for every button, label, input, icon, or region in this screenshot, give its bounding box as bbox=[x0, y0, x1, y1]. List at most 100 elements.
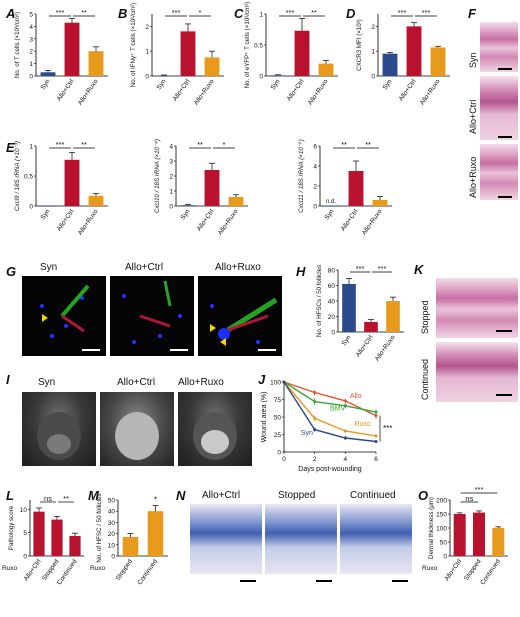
sig-B-1: * bbox=[199, 8, 202, 17]
x-tick-label-D-1: Allo+Ctrl bbox=[398, 78, 418, 103]
y-tick-label-M-1: 10 bbox=[108, 542, 116, 549]
panel-letter-F: F bbox=[468, 6, 476, 21]
y-tick-label-E2-0: 0 bbox=[169, 204, 173, 211]
label-N-stopped: Stopped bbox=[278, 490, 316, 501]
x-tick-label-E3-1: Allo+Ctrl bbox=[340, 208, 360, 233]
y-tick-label-E3-3: 6 bbox=[313, 144, 317, 151]
panel-letter-M: M bbox=[88, 488, 99, 503]
point-J-3-1 bbox=[313, 428, 317, 432]
y-tick-label-A-1: 1 bbox=[29, 61, 33, 68]
bar-H-1 bbox=[364, 321, 378, 332]
series-label-J-3: Syn bbox=[301, 430, 313, 437]
x-tick-label-A-0: Syn bbox=[39, 78, 51, 92]
x-tick-label-H-1: Allo+Ctrl bbox=[355, 334, 375, 359]
sig-B-0: *** bbox=[172, 8, 181, 17]
x-tick-label-O-0: Allo+Ctrl bbox=[443, 558, 463, 583]
bar-E2-0 bbox=[180, 205, 196, 206]
bar-D-1 bbox=[406, 26, 422, 76]
y-tick-label-J-1: 25 bbox=[274, 432, 282, 439]
scale-bar-N3 bbox=[392, 580, 408, 582]
y-tick-label-M-4: 40 bbox=[108, 509, 116, 516]
label-I-allo-ruxo: Allo+Ruxo bbox=[178, 377, 224, 388]
sig-E1-1: ** bbox=[81, 140, 87, 149]
y-tick-label-L-2: 10 bbox=[20, 507, 28, 514]
sig-L-1: ** bbox=[63, 494, 69, 503]
label-I-allo-ctrl: Allo+Ctrl bbox=[117, 377, 156, 388]
point-J-1-1 bbox=[313, 400, 317, 404]
bar-B-0 bbox=[156, 75, 172, 77]
micrograph-N-continued bbox=[340, 504, 412, 574]
bar-O-0 bbox=[453, 514, 466, 556]
x-tick-label-J-2: 4 bbox=[344, 456, 348, 463]
panel-letter-C: C bbox=[234, 6, 244, 21]
panel-letter-D: D bbox=[346, 6, 356, 21]
series-line-J-3 bbox=[283, 381, 377, 443]
point-J-1-3 bbox=[374, 410, 378, 414]
x-tick-label-M-1: Continued bbox=[136, 558, 159, 587]
y-tick-label-E2-1: 1 bbox=[169, 189, 173, 196]
y-tick-label-J-0: 0 bbox=[277, 450, 281, 457]
y-tick-label-O-1: 50 bbox=[440, 540, 448, 547]
x-tick-label-E2-0: Syn bbox=[179, 208, 191, 222]
point-J-3-3 bbox=[374, 440, 378, 443]
x-tick-label-E1-2: Allo+Ruxo bbox=[77, 208, 100, 237]
scale-bar-F2 bbox=[498, 136, 512, 138]
series-label-J-2: Ruxo bbox=[355, 421, 371, 428]
label-I-syn: Syn bbox=[38, 377, 56, 388]
sig-E1-0: *** bbox=[56, 140, 65, 149]
x-tick-label-H-0: Syn bbox=[340, 334, 352, 348]
bar-A-0 bbox=[40, 72, 56, 76]
label-K-continued: Continued bbox=[420, 358, 430, 400]
y-label-A: No. of T cells (×10³/cm²) bbox=[14, 12, 21, 78]
y-label-D: CXCR3 MFI (×10³) bbox=[356, 19, 363, 71]
y-tick-label-E2-2: 2 bbox=[169, 174, 173, 181]
bar-H-0 bbox=[342, 283, 356, 332]
x-tick-label-M-0: Stopped bbox=[115, 558, 135, 582]
y-tick-label-E3-1: 2 bbox=[313, 184, 317, 191]
x-tick-label-J-1: 2 bbox=[313, 456, 317, 463]
y-tick-label-A-2: 2 bbox=[29, 49, 33, 56]
x-tick-label-E1-1: Allo+Ctrl bbox=[56, 208, 76, 233]
bar-O-2 bbox=[492, 528, 505, 556]
y-tick-label-B-1: 1 bbox=[145, 49, 149, 56]
sig-O-0: ns bbox=[465, 494, 473, 503]
y-tick-label-E1-2: 1 bbox=[29, 144, 33, 151]
scale-bar-N2 bbox=[316, 580, 332, 582]
point-J-0-1 bbox=[313, 391, 317, 394]
sig-C-1: ** bbox=[311, 8, 317, 17]
y-tick-label-E3-0: 0 bbox=[313, 204, 317, 211]
sig-E2-0: ** bbox=[197, 140, 203, 149]
panel-letter-I: I bbox=[6, 372, 10, 387]
scale-bar-F1 bbox=[498, 68, 512, 70]
y-label-M: No. of HFSC / 50 follicles bbox=[96, 493, 103, 562]
series-label-J-1: BMV bbox=[330, 406, 346, 413]
label-F-allo-ctrl: Allo+Ctrl bbox=[468, 99, 478, 134]
x-tick-label-D-0: Syn bbox=[381, 78, 393, 92]
bar-E2-1 bbox=[204, 170, 220, 206]
sig-L-0: ns bbox=[44, 494, 52, 503]
micrograph-K-stopped bbox=[436, 278, 518, 338]
y-label-E1: Cxcl9 / 18S rRNA (×10⁻³) bbox=[14, 141, 21, 211]
panel-letter-O: O bbox=[418, 488, 429, 503]
sig-A-1: ** bbox=[81, 8, 87, 17]
nd-label-E3: n.d. bbox=[326, 199, 336, 205]
x-tick-label-C-2: Allo+Ruxo bbox=[307, 78, 330, 107]
point-J-3-2 bbox=[343, 436, 347, 440]
photo-I-syn bbox=[22, 392, 96, 466]
x-tick-label-D-2: Allo+Ruxo bbox=[419, 78, 442, 107]
bar-H-2 bbox=[386, 301, 400, 332]
y-tick-label-B-2: 2 bbox=[145, 24, 149, 31]
photo-I-allo-ruxo bbox=[178, 392, 252, 466]
bar-E3-0 bbox=[324, 206, 340, 207]
point-J-2-3 bbox=[374, 434, 378, 438]
y-tick-label-C-0: 0 bbox=[259, 74, 263, 81]
x-tick-label-E2-1: Allo+Ctrl bbox=[196, 208, 216, 233]
x-label-J: Days post-wounding bbox=[298, 466, 362, 473]
series-line-J-2 bbox=[283, 381, 377, 437]
x-tick-label-J-3: 6 bbox=[374, 456, 378, 463]
x-tick-label-C-0: Syn bbox=[269, 78, 281, 92]
panel-letter-N: N bbox=[176, 488, 186, 503]
y-tick-label-M-5: 50 bbox=[108, 498, 116, 505]
fluorescence-G-allo-ruxo bbox=[198, 276, 282, 356]
micrograph-K-continued bbox=[436, 342, 518, 402]
